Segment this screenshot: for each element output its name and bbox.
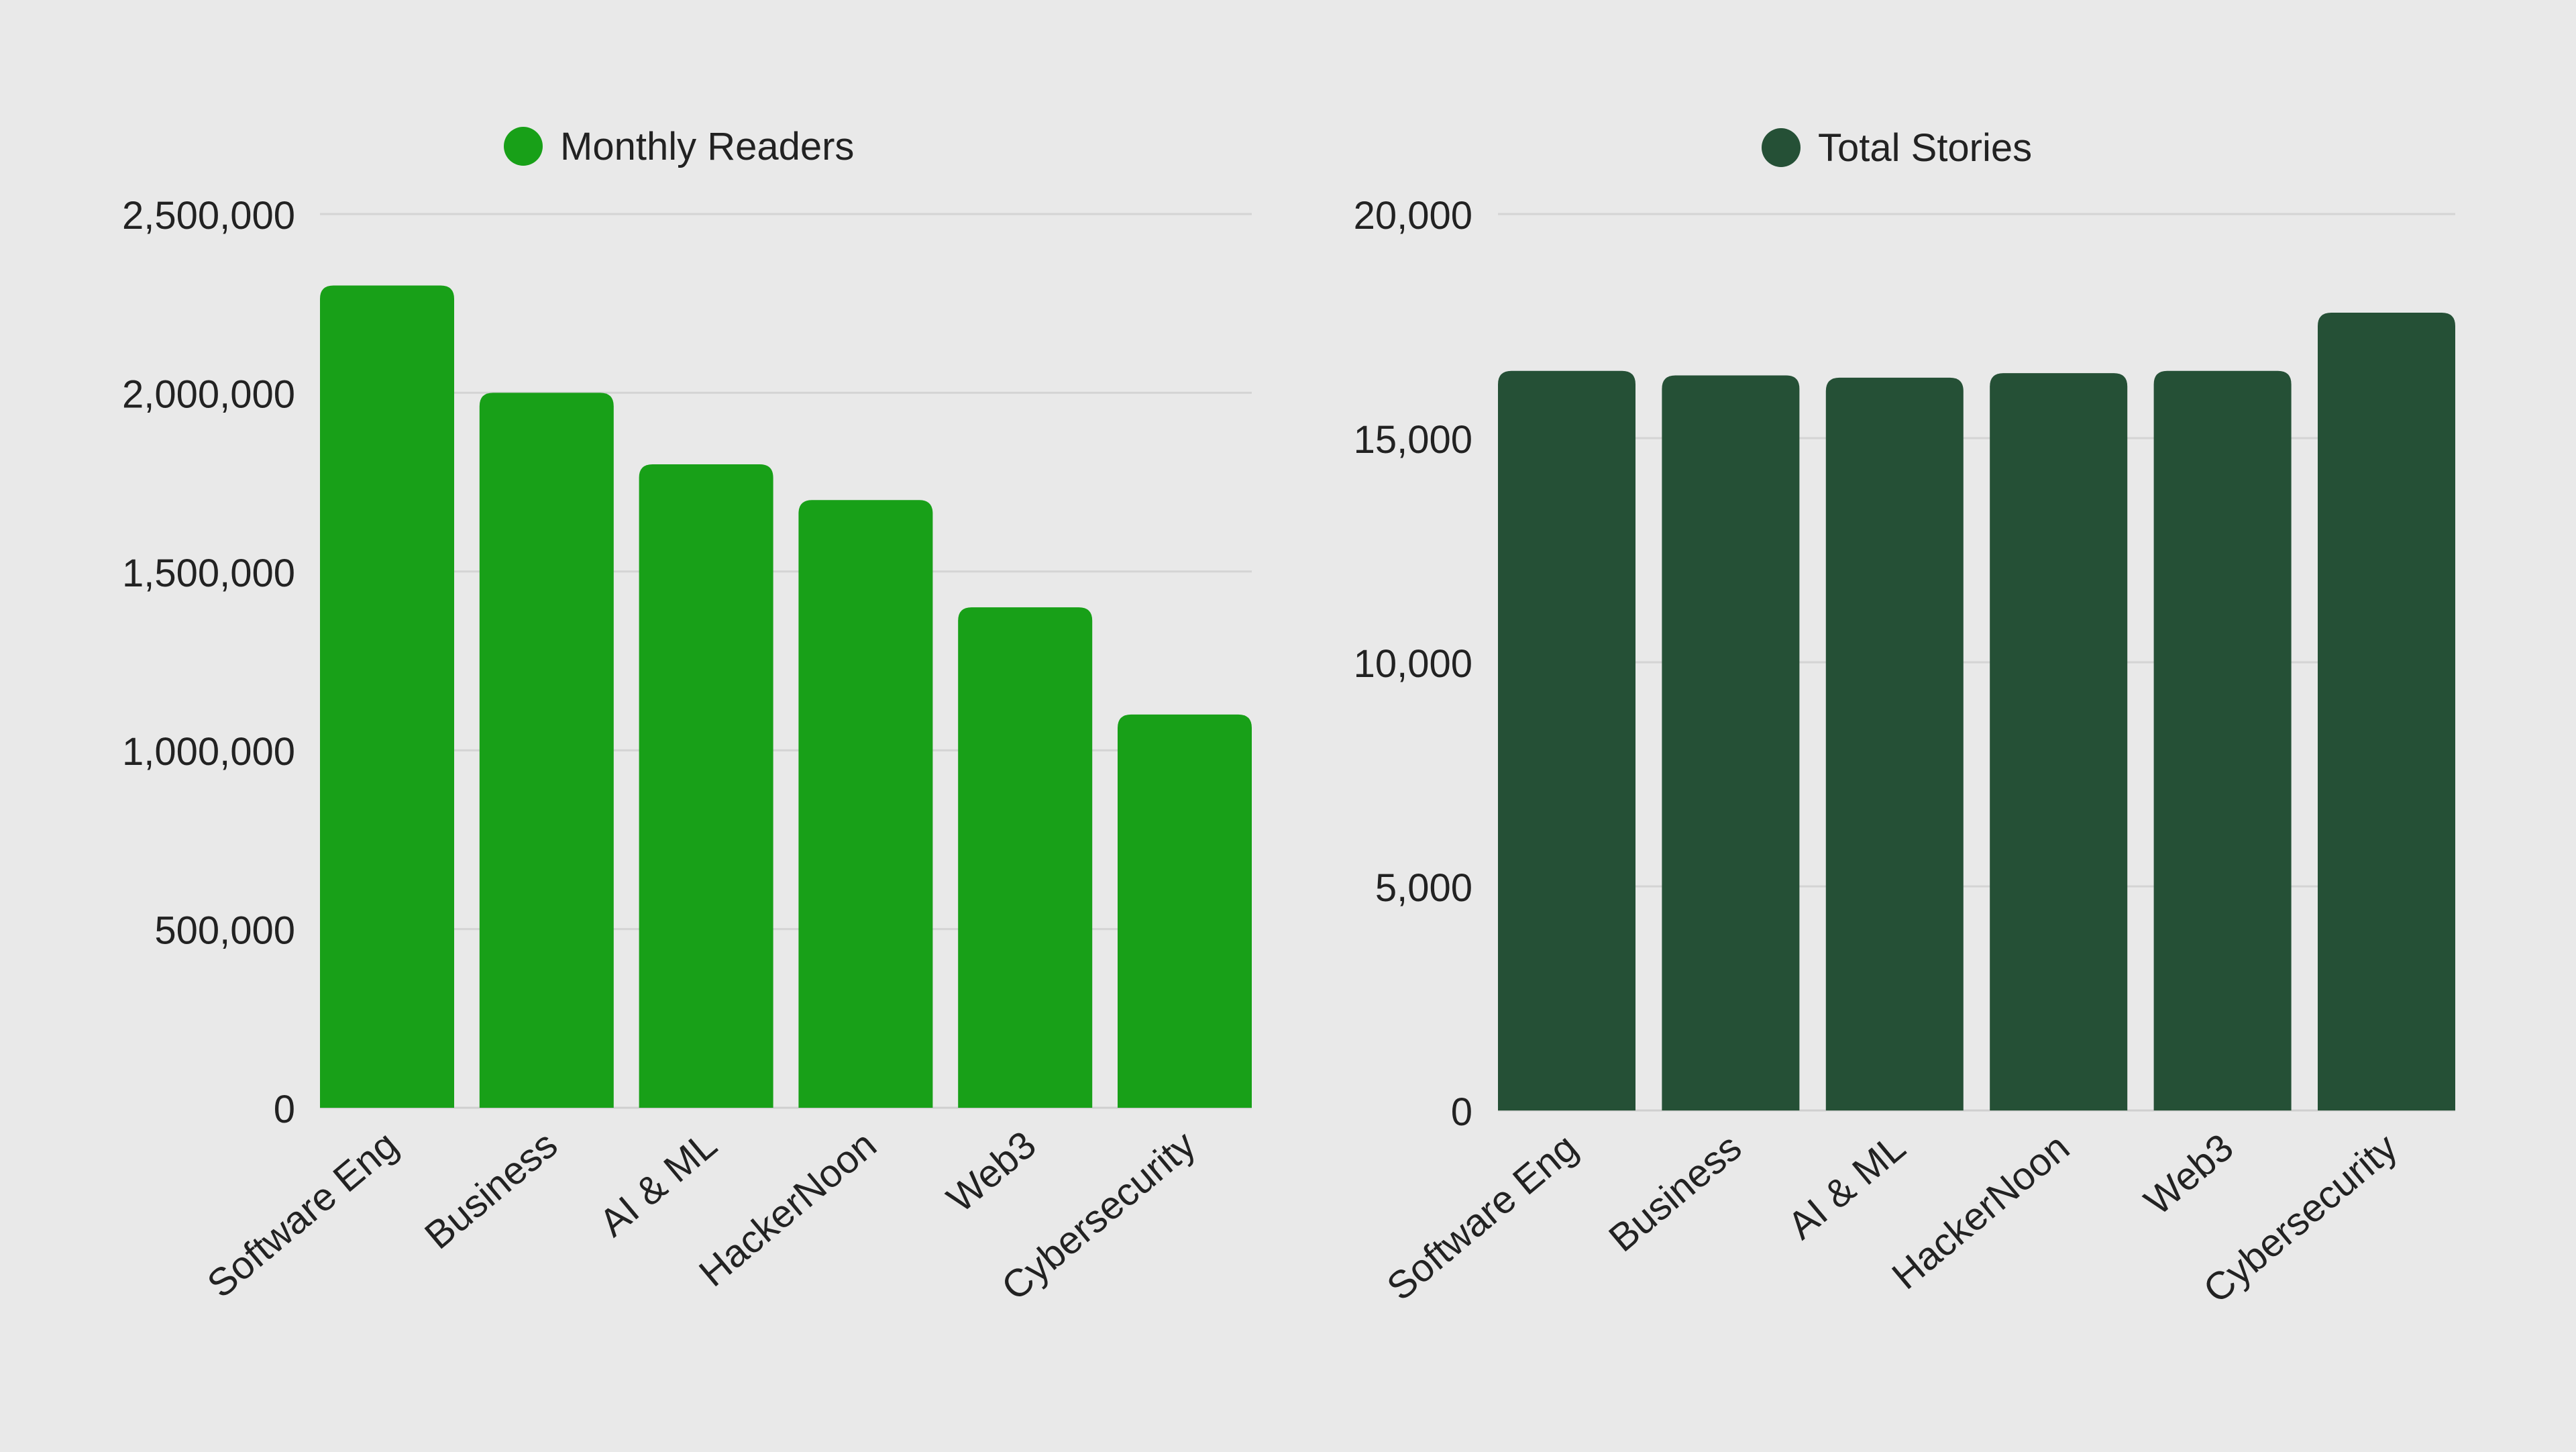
chart2-bar [1825, 377, 1964, 1110]
chart2-bar [1498, 370, 1635, 1110]
chart1-bar [320, 285, 454, 1108]
chart2-bar [1990, 373, 2128, 1110]
chart2-bar [2153, 370, 2292, 1110]
chart2-x-tick-label: Web3 [2136, 1125, 2241, 1224]
chart2-legend-marker [1762, 128, 1801, 167]
chart1-x-tick-label: HackerNoon [691, 1123, 885, 1295]
chart1-y-tick-label: 0 [274, 1088, 295, 1131]
chart2-x-tick-label: AI & ML [1780, 1125, 1914, 1247]
chart1-bar [479, 393, 614, 1108]
chart2-bar [2318, 312, 2455, 1111]
chart1-bar [958, 607, 1093, 1108]
chart1-x-tick-label: AI & ML [591, 1123, 725, 1245]
chart2-y-tick-label: 15,000 [1354, 418, 1472, 462]
chart1-y-tick-label: 500,000 [154, 909, 295, 953]
chart1-bar [639, 464, 773, 1108]
chart1-bar [1118, 714, 1252, 1108]
chart2-y-tick-label: 10,000 [1354, 642, 1472, 686]
chart1-legend-marker [504, 127, 543, 166]
chart1-y-tick-label: 1,000,000 [122, 730, 295, 774]
chart2-x-tick-label: Business [1601, 1125, 1750, 1260]
chart2-legend-label: Total Stories [1818, 126, 2032, 170]
chart2-x-tick-label: HackerNoon [1884, 1125, 2078, 1298]
chart2-x-tick-label: Software Eng [1379, 1125, 1586, 1309]
chart2-y-tick-label: 0 [1451, 1090, 1472, 1134]
chart1-y-tick-label: 2,000,000 [122, 372, 295, 416]
chart1-x-tick-label: Web3 [939, 1123, 1044, 1221]
chart1-x-tick-label: Software Eng [199, 1123, 407, 1306]
chart1-legend-label: Monthly Readers [560, 125, 854, 168]
chart1-x-tick-label: Business [417, 1123, 566, 1257]
chart2-y-tick-label: 20,000 [1354, 194, 1472, 238]
chart1-y-tick-label: 2,500,000 [122, 194, 295, 238]
chart1-bar [798, 500, 933, 1108]
chart2-y-tick-label: 5,000 [1375, 866, 1472, 910]
chart2-bar [1662, 375, 1800, 1110]
chart1-y-tick-label: 1,500,000 [122, 552, 295, 595]
